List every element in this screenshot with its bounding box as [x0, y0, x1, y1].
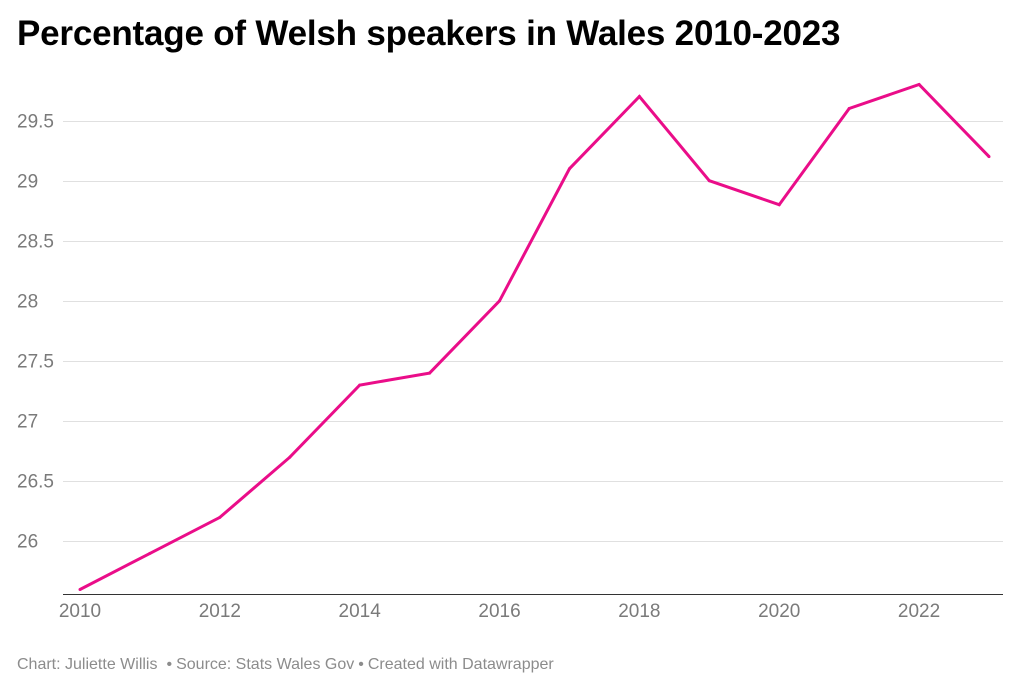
x-axis-tick-labels: 2010 2012 2014 2016 2018 2020 2022 — [59, 601, 940, 622]
y-tick-label: 28 — [17, 292, 38, 313]
x-tick-label: 2016 — [478, 601, 520, 622]
y-tick-label: 29.5 — [17, 112, 54, 133]
source-credit: Source: Stats Wales Gov — [176, 656, 355, 673]
data-point — [847, 107, 851, 110]
x-tick-label: 2020 — [758, 601, 800, 622]
x-tick-label: 2012 — [199, 601, 241, 622]
data-point — [777, 203, 781, 207]
x-tick-label: 2018 — [618, 601, 660, 622]
data-point — [987, 155, 991, 159]
data-point — [78, 588, 82, 591]
data-point — [568, 167, 571, 171]
footer-separator: • — [166, 656, 173, 673]
data-point — [707, 179, 711, 183]
y-tick-label: 27 — [17, 412, 38, 433]
data-point — [218, 515, 222, 519]
chart-title: Percentage of Welsh speakers in Wales 20… — [17, 14, 841, 53]
y-tick-label: 27.5 — [17, 352, 54, 373]
series-line — [79, 82, 991, 591]
data-point — [428, 371, 432, 375]
chart-footer: Chart: Juliette Willis • Source: Stats Wal… — [17, 656, 554, 674]
x-tick-label: 2022 — [898, 601, 940, 622]
data-point — [917, 83, 921, 86]
series-layer — [78, 82, 991, 591]
y-tick-label: 28.5 — [17, 232, 54, 253]
x-tick-label: 2014 — [339, 601, 382, 622]
data-point — [358, 383, 362, 387]
data-point — [148, 551, 152, 555]
datawrapper-credit: Created with Datawrapper — [367, 656, 554, 673]
gridlines — [63, 121, 1003, 542]
y-axis-tick-labels: 26 26.5 27 27.5 28 28.5 29 29.5 — [17, 112, 54, 553]
x-tick-label: 2010 — [59, 601, 101, 622]
data-point — [288, 455, 292, 459]
y-tick-label: 26 — [17, 532, 38, 553]
chart-credit: Chart: Juliette Willis — [17, 656, 158, 673]
footer-separator: • — [358, 656, 364, 673]
y-tick-label: 29 — [17, 172, 38, 193]
data-point — [637, 95, 641, 98]
data-point — [498, 299, 501, 303]
y-tick-label: 26.5 — [17, 472, 54, 493]
